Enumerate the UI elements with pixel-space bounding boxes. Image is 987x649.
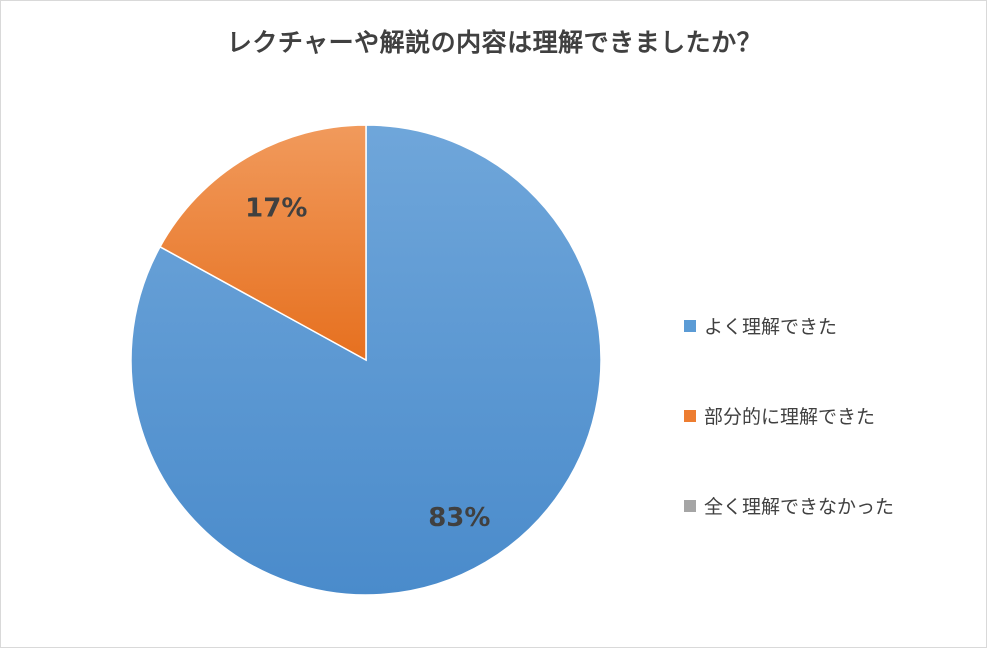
legend-label: 部分的に理解できた bbox=[704, 406, 876, 428]
legend-item-partially-understood: 部分的に理解できた bbox=[684, 402, 875, 429]
legend-swatch-orange bbox=[684, 409, 696, 422]
pie-slice-partially-understood bbox=[159, 124, 367, 362]
data-label: 17% bbox=[245, 193, 307, 223]
legend-swatch-blue bbox=[684, 319, 696, 332]
legend-item-not-understood: 全く理解できなかった bbox=[684, 492, 894, 519]
legend-swatch-gray bbox=[684, 499, 696, 512]
legend-label: よく理解できた bbox=[704, 316, 838, 338]
legend-item-well-understood: よく理解できた bbox=[684, 312, 837, 339]
chart-title: レクチャーや解説の内容は理解できましたか？ bbox=[226, 28, 763, 57]
data-label: 83% bbox=[428, 503, 490, 533]
legend-label: 全く理解できなかった bbox=[704, 496, 895, 518]
